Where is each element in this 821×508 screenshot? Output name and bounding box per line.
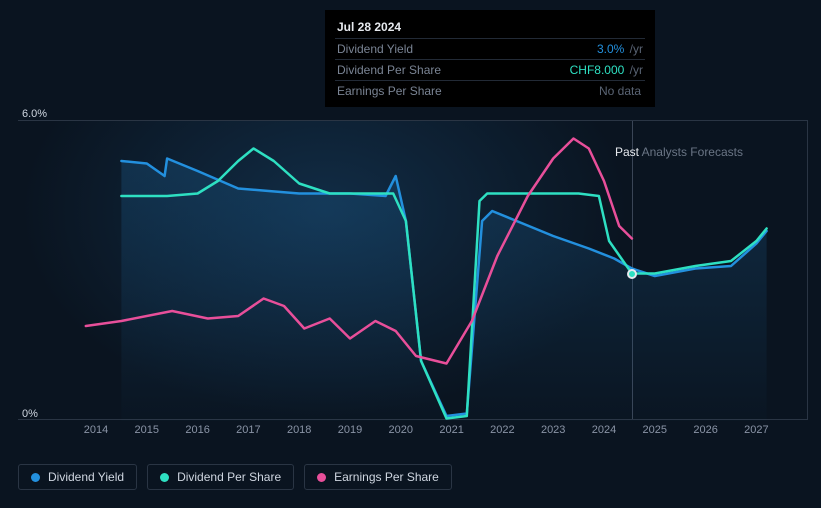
tooltip-date: Jul 28 2024 (335, 16, 645, 39)
current-marker-dot (627, 269, 637, 279)
tooltip-rows: Dividend Yield 3.0% /yr Dividend Per Share… (335, 39, 645, 101)
x-axis: 2014 2015 2016 2017 2018 2019 2020 2021 2022 2023… (18, 424, 808, 444)
chart-container: 6.0% 0% Past Analysts Forecasts 20142015… (18, 100, 808, 450)
x-axis-tick: 2022 (490, 424, 514, 436)
legend-item[interactable]: Earnings Per Share (304, 464, 452, 490)
tooltip-row-value: 3.0% /yr (597, 42, 643, 56)
legend-label: Earnings Per Share (334, 470, 439, 484)
tooltip-row: Earnings Per Share No data (335, 81, 645, 101)
tooltip-row-key: Dividend Per Share (337, 63, 441, 77)
legend-swatch (317, 473, 326, 482)
tooltip-row-key: Dividend Yield (337, 42, 413, 56)
chart-lines-svg (18, 121, 808, 421)
y-axis-max-label: 6.0% (22, 108, 47, 120)
chart-tooltip: Jul 28 2024 Dividend Yield3.0% /yrDivide… (325, 10, 655, 107)
legend: Dividend Yield Dividend Per Share Earnings… (18, 464, 452, 490)
legend-swatch (31, 473, 40, 482)
x-axis-tick: 2026 (693, 424, 717, 436)
x-axis-tick: 2019 (338, 424, 362, 436)
x-axis-tick: 2025 (643, 424, 667, 436)
legend-label: Dividend Per Share (177, 470, 281, 484)
tooltip-row-key: Earnings Per Share (337, 84, 442, 98)
x-axis-tick: 2018 (287, 424, 311, 436)
x-axis-tick: 2016 (185, 424, 209, 436)
tooltip-row: Dividend Per Share CHF8.000 /yr (335, 60, 645, 81)
legend-swatch (160, 473, 169, 482)
area-fill (121, 159, 766, 422)
x-axis-tick: 2017 (236, 424, 260, 436)
plot-area[interactable]: Past Analysts Forecasts (18, 120, 808, 420)
x-axis-tick: 2020 (389, 424, 413, 436)
x-axis-tick: 2021 (439, 424, 463, 436)
tooltip-row: Dividend Yield 3.0% /yr (335, 39, 645, 60)
x-axis-tick: 2015 (135, 424, 159, 436)
x-axis-tick: 2024 (592, 424, 616, 436)
legend-item[interactable]: Dividend Per Share (147, 464, 294, 490)
x-axis-tick: 2027 (744, 424, 768, 436)
legend-item[interactable]: Dividend Yield (18, 464, 137, 490)
x-axis-tick: 2014 (84, 424, 108, 436)
legend-label: Dividend Yield (48, 470, 124, 484)
tooltip-row-value: CHF8.000 /yr (570, 63, 643, 77)
x-axis-tick: 2023 (541, 424, 565, 436)
tooltip-row-value: No data (599, 84, 643, 98)
